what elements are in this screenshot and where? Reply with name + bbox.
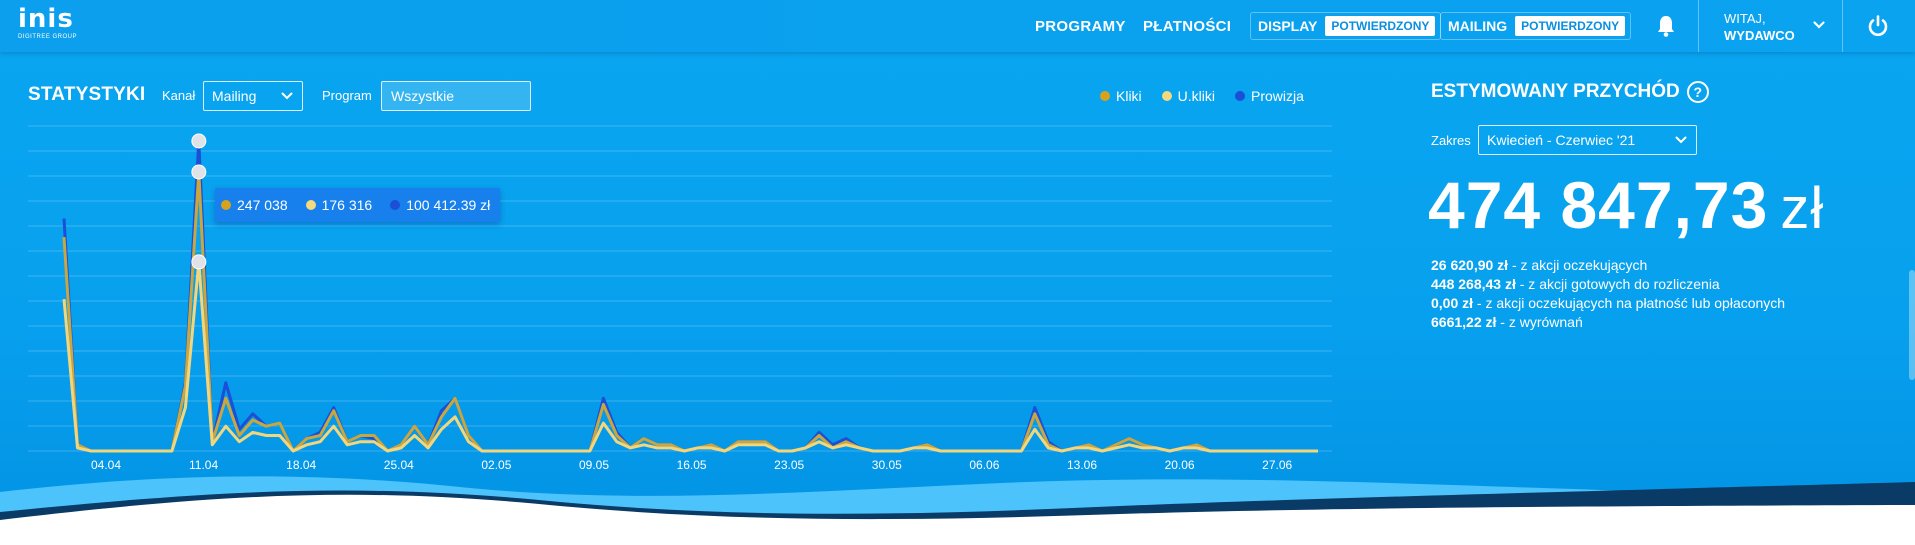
channel-label: Kanał — [162, 88, 196, 103]
estimate-title: ESTYMOWANY PRZYCHÓD ? — [1431, 81, 1709, 103]
x-tick-label: 18.04 — [286, 458, 316, 472]
breakdown-row: 448 268,43 zł - z akcji gotowych do rozl… — [1431, 275, 1785, 294]
tooltip-value: 176 316 — [321, 197, 373, 213]
estimate-total-value: 474 847,73 — [1428, 168, 1769, 242]
x-tick-label: 20.06 — [1165, 458, 1195, 472]
channel-mailing-name: MAILING — [1448, 18, 1508, 34]
bell-icon[interactable] — [1652, 12, 1680, 40]
channel-display-status: POTWIERDZONY — [1325, 16, 1436, 36]
channel-mailing[interactable]: MAILING POTWIERDZONY — [1440, 12, 1632, 40]
channel-select[interactable]: Mailing — [203, 81, 303, 111]
channel-display-name: DISPLAY — [1258, 18, 1318, 34]
estimate-currency: zł — [1780, 176, 1825, 241]
header-divider — [1698, 0, 1699, 52]
legend-dot — [1100, 91, 1110, 101]
range-select[interactable]: Kwiecień - Czerwiec '21 — [1478, 125, 1697, 155]
legend-label: U.kliki — [1177, 88, 1216, 104]
breakdown-text: - z akcji oczekujących — [1508, 257, 1648, 273]
tooltip-item: 100 412.39 zł — [390, 197, 490, 213]
range-label: Zakres — [1431, 133, 1471, 148]
logo-text: inis — [18, 4, 74, 34]
legend-label: Prowizja — [1251, 88, 1304, 104]
chart-markers — [191, 133, 207, 270]
program-input-value: Wszystkie — [391, 88, 454, 104]
tooltip-value: 100 412.39 zł — [406, 197, 491, 213]
range-select-value: Kwiecień - Czerwiec '21 — [1487, 132, 1636, 148]
stats-title: STATYSTYKI — [28, 84, 146, 105]
series-line-ukliki — [62, 260, 1318, 453]
breakdown-amount: 448 268,43 zł — [1431, 276, 1516, 292]
chevron-down-icon[interactable] — [1812, 18, 1826, 32]
legend-item-prowizja[interactable]: Prowizja — [1235, 88, 1304, 104]
breakdown-text: - z wyrównań — [1496, 314, 1583, 330]
x-tick-label: 13.06 — [1067, 458, 1097, 472]
tooltip-dot — [221, 200, 231, 210]
nav-payments[interactable]: PŁATNOŚCI — [1143, 18, 1232, 35]
wave-shape-white — [0, 494, 1915, 545]
x-tick-label: 23.05 — [774, 458, 804, 472]
channel-mailing-status: POTWIERDZONY — [1515, 16, 1626, 36]
chart-x-ticks: 04.04 11.04 18.04 25.04 02.05 09.05 16.05 23.05… — [91, 458, 1293, 472]
x-tick-label: 27.06 — [1262, 458, 1292, 472]
estimate-total: 474 847,73 zł — [1428, 167, 1824, 247]
hover-marker[interactable] — [191, 133, 207, 149]
chevron-down-icon — [281, 92, 293, 100]
legend-item-kliki[interactable]: Kliki — [1100, 88, 1142, 104]
legend-dot — [1235, 91, 1246, 101]
x-tick-label: 25.04 — [384, 458, 414, 472]
chart-legend: Kliki U.kliki Prowizja — [1100, 88, 1304, 104]
nav-programs[interactable]: PROGRAMY — [1035, 18, 1126, 35]
legend-label: Kliki — [1116, 88, 1142, 104]
channel-display[interactable]: DISPLAY POTWIERDZONY — [1250, 12, 1442, 40]
legend-dot — [1161, 91, 1172, 101]
hover-marker[interactable] — [191, 254, 207, 270]
x-tick-label: 11.04 — [189, 458, 218, 472]
logo-subtitle: DIGITREE GROUP — [18, 34, 78, 40]
program-input[interactable]: Wszystkie — [381, 81, 531, 111]
breakdown-text: - z akcji oczekujących na płatność lub o… — [1473, 295, 1786, 311]
chart-tooltip: 247 038 176 316 100 412.39 zł — [215, 188, 501, 222]
x-tick-label: 30.05 — [872, 458, 902, 472]
top-bar: inis DIGITREE GROUP PROGRAMY PŁATNOŚCI D… — [0, 0, 1915, 52]
chart-grid — [28, 125, 1332, 452]
estimate-title-text: ESTYMOWANY PRZYCHÓD — [1431, 81, 1680, 102]
help-icon[interactable]: ? — [1686, 81, 1709, 103]
user-menu[interactable]: WITAJ, WYDAWCO — [1724, 10, 1795, 44]
x-tick-label: 06.06 — [969, 458, 999, 472]
channel-select-value: Mailing — [212, 88, 257, 104]
chart-lines — [62, 139, 1318, 453]
x-tick-label: 09.05 — [579, 458, 609, 472]
user-name: WYDAWCO — [1724, 28, 1795, 43]
estimate-breakdown: 26 620,90 zł - z akcji oczekujących 448 … — [1431, 256, 1785, 332]
tooltip-dot — [305, 200, 316, 210]
scrollbar[interactable] — [1909, 270, 1915, 380]
x-tick-label: 16.05 — [677, 458, 707, 472]
user-greeting: WITAJ, — [1724, 11, 1766, 26]
tooltip-value: 247 038 — [237, 197, 288, 213]
logo[interactable]: inis DIGITREE GROUP — [18, 6, 77, 40]
hover-marker[interactable] — [191, 164, 207, 180]
program-label: Program — [322, 88, 372, 103]
tooltip-item: 176 316 — [305, 197, 373, 213]
breakdown-text: - z akcji gotowych do rozliczenia — [1515, 276, 1720, 292]
breakdown-row: 26 620,90 zł - z akcji oczekujących — [1431, 256, 1785, 275]
breakdown-amount: 26 620,90 zł — [1431, 257, 1509, 273]
x-tick-label: 02.05 — [481, 458, 511, 472]
tooltip-item: 247 038 — [221, 197, 288, 213]
chevron-down-icon — [1675, 136, 1687, 144]
power-icon[interactable] — [1865, 13, 1891, 39]
breakdown-row: 0,00 zł - z akcji oczekujących na płatno… — [1431, 294, 1785, 313]
breakdown-amount: 6661,22 zł — [1431, 314, 1497, 330]
x-tick-label: 04.04 — [91, 458, 121, 472]
header-divider — [1842, 0, 1843, 52]
breakdown-row: 6661,22 zł - z wyrównań — [1431, 313, 1785, 332]
legend-item-ukliki[interactable]: U.kliki — [1161, 88, 1216, 104]
breakdown-amount: 0,00 zł — [1431, 295, 1474, 311]
tooltip-dot — [390, 200, 401, 210]
